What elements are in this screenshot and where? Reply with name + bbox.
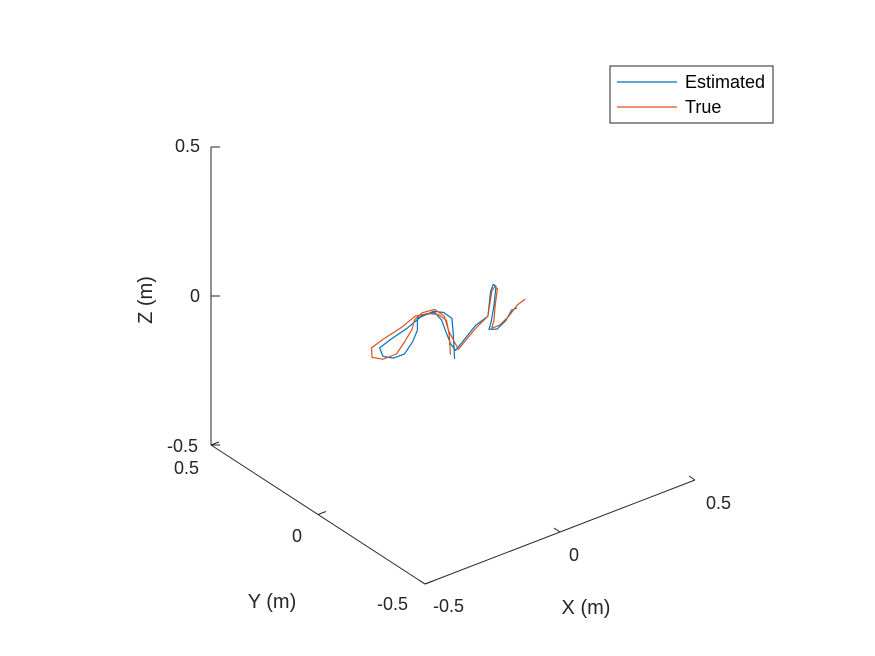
x-axis-label: X (m) — [562, 597, 611, 619]
z-tick-label: -0.5 — [167, 436, 198, 456]
legend[interactable]: Estimated True — [609, 65, 774, 124]
y-tick-mark — [317, 511, 327, 515]
series-line-true — [370, 286, 526, 360]
x-tick-label: 0.5 — [706, 493, 731, 513]
x-tick-mark — [688, 475, 696, 481]
x-tick-labels: -0.5 0 0.5 — [433, 493, 731, 616]
x-tick-mark — [418, 579, 426, 585]
axes-3d — [210, 146, 696, 585]
z-tick-labels: -0.5 0 0.5 — [167, 136, 200, 456]
z-axis-label: Z (m) — [135, 276, 157, 324]
y-tick-labels: -0.5 0 0.5 — [174, 458, 408, 614]
y-axis-label: Y (m) — [248, 591, 297, 613]
legend-label-estimated: Estimated — [685, 72, 765, 92]
tick-marks — [210, 146, 696, 585]
y-tick-label: 0 — [292, 526, 302, 546]
y-tick-label: -0.5 — [377, 594, 408, 614]
x-tick-mark — [553, 527, 561, 533]
z-tick-label: 0.5 — [175, 136, 200, 156]
series-layer — [370, 283, 526, 360]
legend-label-true: True — [685, 97, 721, 117]
y-tick-mark — [424, 580, 434, 585]
legend-box — [609, 65, 774, 124]
z-tick-label: 0 — [190, 286, 200, 306]
x-tick-label: 0 — [569, 545, 579, 565]
y-tick-label: 0.5 — [174, 458, 199, 478]
x-tick-label: -0.5 — [433, 596, 464, 616]
series-line-estimated — [379, 283, 518, 360]
